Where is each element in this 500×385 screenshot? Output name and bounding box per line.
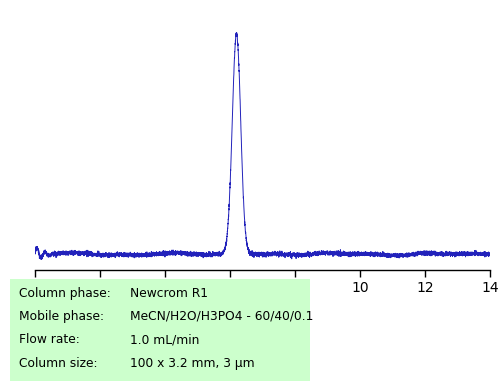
Text: Column phase:: Column phase:	[19, 286, 111, 300]
Text: 1.0 mL/min: 1.0 mL/min	[130, 333, 200, 347]
Text: Mobile phase:: Mobile phase:	[19, 310, 104, 323]
Text: 100 x 3.2 mm, 3 μm: 100 x 3.2 mm, 3 μm	[130, 357, 254, 370]
Text: Newcrom R1: Newcrom R1	[130, 286, 208, 300]
Text: Column size:: Column size:	[19, 357, 98, 370]
Text: Flow rate:: Flow rate:	[19, 333, 80, 347]
Text: MeCN/H2O/H3PO4 - 60/40/0.1: MeCN/H2O/H3PO4 - 60/40/0.1	[130, 310, 314, 323]
